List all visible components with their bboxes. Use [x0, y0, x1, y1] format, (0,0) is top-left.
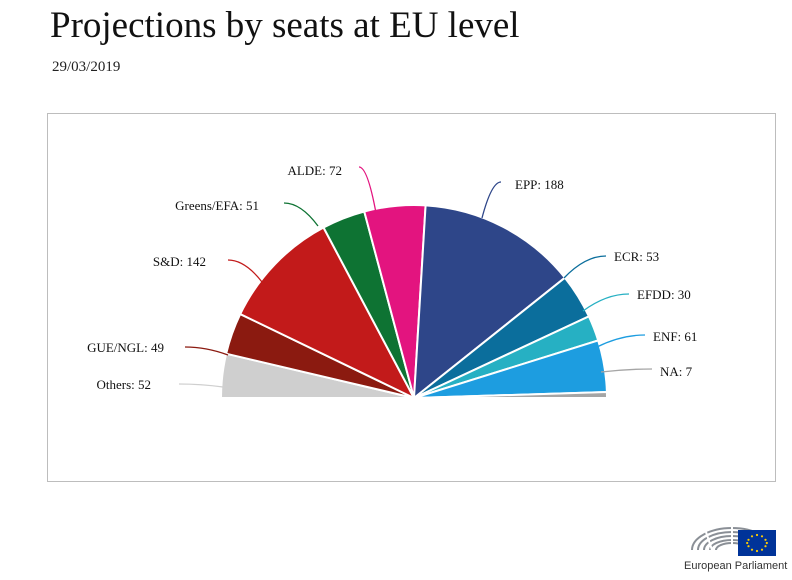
label-alde: ALDE: 72	[287, 163, 342, 178]
page-title: Projections by seats at EU level	[50, 5, 520, 46]
label-na: NA: 7	[660, 364, 693, 379]
hemicycle-chart: Others: 52 GUE/NGL: 49 S&D: 142 Greens/EFA:…	[87, 163, 697, 401]
label-others: Others: 52	[96, 377, 151, 392]
label-s-d: S&D: 142	[153, 254, 206, 269]
european-parliament-logo	[684, 506, 780, 576]
label-epp: EPP: 188	[515, 177, 564, 192]
slice-s-d	[238, 226, 417, 401]
label-gue-ngl: GUE/NGL: 49	[87, 340, 164, 355]
leader-line-epp	[481, 181, 502, 219]
label-efdd: EFDD: 30	[637, 287, 691, 302]
leader-line-na	[600, 368, 653, 373]
logo-text: European Parliament	[684, 560, 788, 572]
leader-line-greens-efa	[283, 202, 319, 227]
leader-line-s-d	[227, 259, 263, 283]
chart-frame: Others: 52 GUE/NGL: 49 S&D: 142 Greens/EFA:…	[47, 113, 776, 482]
slice-epp	[412, 204, 567, 401]
leader-line-alde	[358, 166, 377, 214]
slice-na	[413, 390, 609, 399]
label-enf: ENF: 61	[653, 329, 697, 344]
label-greens-efa: Greens/EFA: 51	[175, 198, 259, 213]
leader-line-others	[178, 383, 224, 388]
leader-line-efdd	[582, 293, 630, 312]
leader-line-enf	[596, 334, 646, 348]
label-ecr: ECR: 53	[614, 249, 659, 264]
date-label: 29/03/2019	[52, 59, 121, 75]
leader-line-ecr	[563, 255, 607, 279]
leader-line-gue-ngl	[184, 346, 229, 356]
